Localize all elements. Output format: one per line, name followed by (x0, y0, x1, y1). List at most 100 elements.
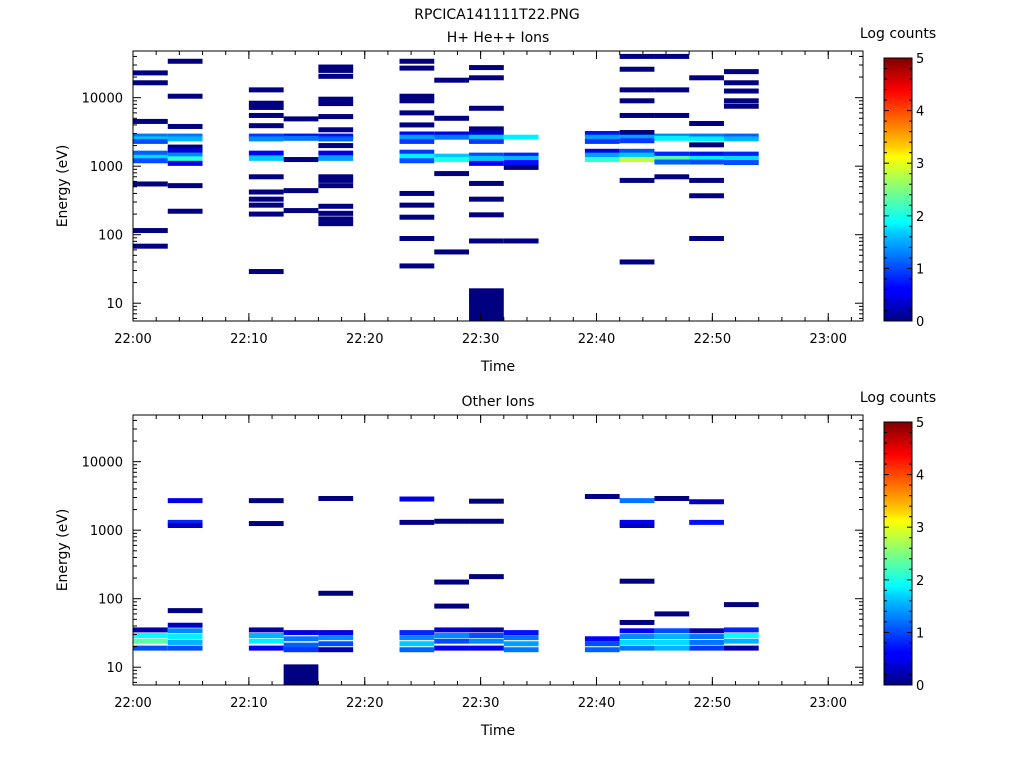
heatmap-cell (469, 518, 504, 524)
heatmap-cell (248, 202, 284, 208)
heatmap-cell (434, 638, 470, 644)
heatmap-cell (469, 105, 504, 111)
heatmap-cell (399, 236, 435, 242)
heatmap-cell (689, 236, 724, 242)
heatmap-cell (723, 103, 759, 109)
heatmap-cell (584, 134, 620, 140)
heatmap-cell (318, 177, 354, 183)
heatmap-cell (584, 152, 620, 158)
heatmap-cell (283, 647, 319, 653)
heatmap-cell (248, 633, 284, 639)
heatmap-cell (434, 134, 470, 140)
y-axis-label: Energy (eV) (55, 145, 71, 228)
heatmap-cell (434, 153, 470, 159)
heatmap-cell (318, 216, 354, 222)
heatmap-cell (689, 628, 724, 634)
heatmap-cell (318, 73, 354, 79)
heatmap-cell (723, 645, 759, 651)
heatmap-cell (133, 80, 168, 86)
heatmap-cell (133, 133, 168, 139)
heatmap-cell (399, 263, 435, 269)
plot-frame (132, 50, 864, 322)
heatmap-cell (689, 159, 724, 165)
heatmap-cell (469, 212, 504, 218)
heatmap-cell (248, 638, 284, 644)
heatmap-cell (469, 65, 504, 71)
heatmap-cell (248, 196, 284, 202)
heatmap-cell (167, 133, 203, 139)
x-tick-label: 22:30 (462, 696, 499, 711)
heatmap-cell (167, 208, 203, 214)
heatmap-cell (318, 221, 354, 227)
heatmap-cell (399, 635, 435, 641)
x-tick-label: 22:30 (462, 332, 499, 347)
heatmap-cell (469, 152, 504, 158)
heatmap-cell (469, 196, 504, 202)
heatmap-cell (248, 155, 284, 161)
heatmap-cell (584, 636, 620, 642)
colorbar-label: Log counts (860, 390, 936, 406)
heatmap-cell (133, 228, 168, 234)
heatmap-cell (248, 104, 284, 110)
heatmap-cell (167, 144, 203, 150)
plot-frame (132, 414, 864, 686)
heatmap-cell (503, 160, 539, 166)
heatmap-cell (248, 189, 284, 195)
heatmap-cell (503, 647, 539, 653)
heatmap-cell (503, 630, 539, 636)
colorbar-tick-label: 4 (916, 469, 924, 484)
heatmap-cell (689, 634, 724, 640)
heatmap-cell (434, 603, 470, 609)
heatmap-cell (654, 634, 690, 640)
heatmap-cell (469, 160, 504, 166)
y-tick-label: 10000 (82, 456, 123, 471)
heatmap-cell (167, 152, 203, 158)
heatmap-cell (318, 96, 354, 102)
heatmap-cell (434, 171, 470, 177)
heatmap-cell (133, 638, 168, 644)
heatmap-cell (469, 645, 504, 651)
heatmap-cell (469, 130, 504, 136)
heatmap-cell (434, 115, 470, 121)
heatmap-cells (133, 53, 759, 321)
heatmap-cell (318, 150, 354, 156)
panel-h-he-ions: 22:00 22:10 22:20 22:30 22:40 22:50 23:0010100… (55, 26, 936, 375)
heatmap-cell (654, 53, 690, 59)
heatmap-cell (248, 498, 284, 504)
heatmap-cell (654, 151, 690, 157)
heatmap-cell (723, 155, 759, 161)
heatmap-cell (399, 98, 435, 104)
heatmap-cell (584, 130, 620, 136)
heatmap-cell (133, 627, 168, 633)
heatmap-cell (723, 602, 759, 608)
heatmap-cell (399, 134, 435, 140)
heatmap-cell (469, 126, 504, 132)
x-tick-label: 22:40 (578, 332, 615, 347)
heatmap-cell (469, 238, 504, 244)
heatmap-cell (469, 134, 504, 140)
x-tick-label: 22:20 (346, 696, 383, 711)
heatmap-cell (133, 243, 168, 249)
heatmap-cell (167, 183, 203, 189)
heatmap-cell (318, 635, 354, 641)
x-tick-label: 22:40 (578, 696, 615, 711)
panel-title: H+ He++ Ions (447, 30, 550, 46)
heatmap-cell (619, 177, 655, 183)
y-tick-label: 1000 (90, 524, 123, 539)
x-tick-label: 23:00 (810, 696, 847, 711)
heatmap-cell (619, 639, 655, 645)
heatmap-cell (283, 188, 319, 194)
heatmap-cell (503, 164, 539, 170)
heatmap-cell (434, 645, 470, 651)
heatmap-cell (619, 519, 655, 525)
colorbar-tick-label: 3 (916, 521, 924, 536)
panel-other-ions: 22:00 22:10 22:20 22:30 22:40 22:50 23:0010100… (55, 390, 936, 739)
heatmap-cell (654, 159, 690, 165)
heatmap-cell (399, 65, 435, 71)
y-tick-label: 1000 (90, 160, 123, 175)
heatmap-cell (167, 123, 203, 129)
heatmap-cell (619, 134, 655, 140)
heatmap-cell (654, 645, 690, 651)
heatmap-cell (619, 87, 655, 93)
